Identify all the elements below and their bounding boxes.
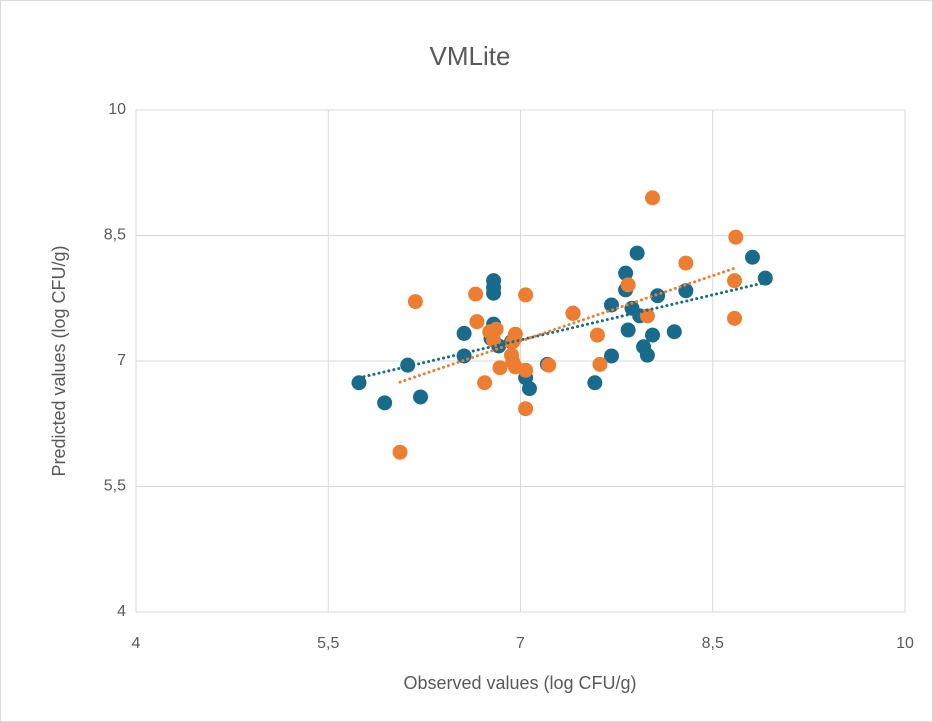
data-point bbox=[507, 326, 523, 342]
data-point bbox=[486, 285, 502, 301]
data-point bbox=[639, 308, 655, 324]
data-point bbox=[565, 305, 581, 321]
data-point bbox=[603, 297, 619, 313]
data-point bbox=[377, 395, 393, 411]
data-point bbox=[392, 444, 408, 460]
data-point bbox=[469, 314, 485, 330]
x-tick-label: 7 bbox=[516, 635, 525, 652]
x-tick-label: 4 bbox=[132, 635, 141, 652]
trendline bbox=[357, 281, 767, 380]
data-point bbox=[521, 381, 537, 397]
data-point bbox=[592, 356, 608, 372]
data-point bbox=[541, 357, 557, 373]
data-point bbox=[413, 389, 429, 405]
data-point bbox=[620, 277, 636, 293]
data-point bbox=[589, 327, 605, 343]
trendline bbox=[398, 266, 738, 384]
data-point bbox=[468, 286, 484, 302]
data-point bbox=[492, 360, 508, 376]
y-tick-label: 10 bbox=[108, 101, 126, 118]
data-point bbox=[645, 327, 661, 343]
data-point bbox=[407, 294, 423, 310]
x-tick-label: 8,5 bbox=[702, 635, 724, 652]
data-point bbox=[678, 283, 694, 299]
x-tick-label: 5,5 bbox=[317, 635, 339, 652]
y-tick-label: 7 bbox=[117, 352, 126, 369]
data-point bbox=[666, 324, 682, 340]
data-point bbox=[744, 249, 760, 265]
data-point bbox=[757, 270, 773, 286]
data-point bbox=[728, 229, 744, 245]
data-point bbox=[678, 255, 694, 271]
data-point bbox=[477, 375, 493, 391]
data-point bbox=[639, 347, 655, 363]
x-axis-title: Observed values (log CFU/g) bbox=[403, 673, 636, 693]
data-point bbox=[518, 401, 534, 417]
data-point bbox=[629, 245, 645, 261]
y-tick-label: 4 bbox=[117, 603, 126, 620]
data-point bbox=[620, 322, 636, 338]
data-point bbox=[518, 362, 534, 378]
y-axis-title: Predicted values (log CFU/g) bbox=[49, 245, 69, 476]
y-tick-label: 8,5 bbox=[104, 227, 126, 244]
data-point bbox=[486, 332, 502, 348]
data-point bbox=[505, 354, 521, 370]
x-tick-label: 10 bbox=[896, 635, 914, 652]
data-point bbox=[645, 190, 661, 206]
data-point bbox=[727, 310, 743, 326]
data-point bbox=[618, 265, 634, 281]
data-point bbox=[456, 325, 472, 341]
data-point bbox=[603, 348, 619, 364]
data-point bbox=[351, 375, 367, 391]
y-tick-label: 5,5 bbox=[104, 478, 126, 495]
data-point bbox=[587, 375, 603, 391]
data-point bbox=[518, 287, 534, 303]
data-point bbox=[727, 273, 743, 289]
chart-title: VMLite bbox=[430, 41, 511, 71]
